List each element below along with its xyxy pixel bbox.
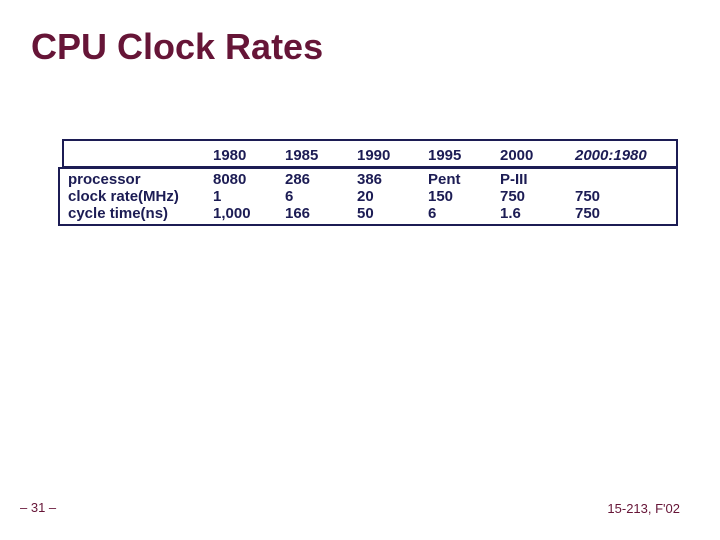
year-header: 2000 [500,147,534,164]
year-header: 1980 [213,147,247,164]
row-label: processor [68,171,141,188]
table-row: cycle time(ns) 1,000 166 50 6 1.6 750 [60,206,676,221]
footer-page-number: – 31 – [20,500,57,515]
table-cell: 1.6 [500,205,521,222]
table-cell: 1,000 [213,205,251,222]
year-header: 1985 [285,147,319,164]
footer-course-label: 15-213, F'02 [607,501,680,516]
table-body-box: processor 8080 286 386 Pent P-III clock … [58,167,678,226]
table-cell: 20 [357,188,374,205]
table-cell: 8080 [213,171,247,188]
table-cell: 750 [575,205,601,222]
table-cell: 386 [357,171,383,188]
ratio-header: 2000:1980 [575,147,647,164]
table-header-box: 1980 1985 1990 1995 2000 2000:1980 [62,139,678,168]
table-cell: 750 [575,188,601,205]
table-row: processor 8080 286 386 Pent P-III [60,172,676,187]
year-header: 1995 [428,147,462,164]
table-row: clock rate(MHz) 1 6 20 150 750 750 [60,189,676,204]
row-label: clock rate(MHz) [68,188,179,205]
table-cell: 6 [428,205,437,222]
table-cell: Pent [428,171,461,188]
table-cell: 1 [213,188,222,205]
table-cell: 50 [357,205,374,222]
table-cell: 166 [285,205,311,222]
table-cell: P-III [500,171,528,188]
year-header: 1990 [357,147,391,164]
slide-title: CPU Clock Rates [31,26,324,67]
row-label: cycle time(ns) [68,205,169,222]
table-cell: 750 [500,188,526,205]
table-cell: 6 [285,188,294,205]
table-cell: 150 [428,188,454,205]
table-header-row: 1980 1985 1990 1995 2000 2000:1980 [64,148,676,163]
table-cell: 286 [285,171,311,188]
